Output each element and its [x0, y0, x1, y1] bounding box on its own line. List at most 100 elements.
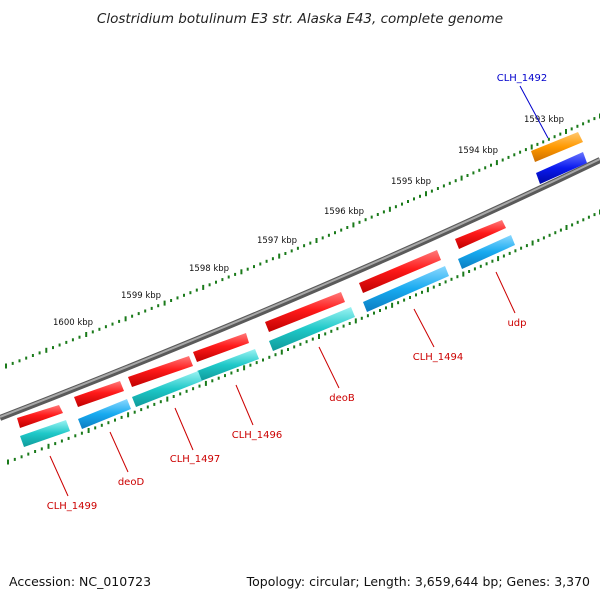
feature-clh1497-red[interactable]	[128, 356, 193, 387]
tick-label-1598: 1598 kbp	[189, 264, 229, 274]
feature-clh1497-cyan[interactable]	[132, 371, 202, 407]
inner-tick-81	[514, 249, 517, 253]
inner-tick-72	[462, 271, 465, 277]
inner-tick-60	[391, 302, 394, 308]
leader-deod	[109, 431, 129, 473]
outer-tick-0	[5, 363, 7, 369]
outer-tick-19	[131, 314, 134, 318]
inner-tick-74	[473, 267, 476, 271]
outer-tick-69	[442, 184, 445, 188]
outer-tick-12	[85, 332, 88, 337]
tick-label-1600: 1600 kbp	[53, 318, 93, 328]
feature-deod-sky[interactable]	[78, 399, 131, 429]
outer-tick-89	[559, 132, 562, 136]
outer-tick-2	[18, 359, 21, 363]
gene-label-clh1496[interactable]: CLH_1496	[232, 430, 283, 441]
outer-tick-31	[208, 283, 211, 287]
outer-tick-52	[340, 228, 343, 232]
gene-label-deod[interactable]: deoD	[118, 477, 145, 488]
gene-features-reverse	[20, 152, 587, 447]
inner-tick-8	[60, 439, 63, 443]
outer-tick-60	[388, 206, 391, 212]
outer-tick-5	[38, 351, 41, 355]
feature-clh1494-red[interactable]	[359, 250, 441, 293]
outer-tick-87	[547, 137, 550, 141]
outer-tick-29	[195, 288, 198, 292]
inner-tick-68	[438, 283, 441, 286]
inner-tick-24	[166, 396, 169, 402]
inner-tick-4	[34, 450, 37, 453]
outer-tick-81	[513, 153, 516, 157]
tick-label-1593: 1593 kbp	[524, 115, 564, 125]
inner-tick-18	[127, 412, 130, 418]
feature-udp-red[interactable]	[455, 220, 506, 249]
inner-tick-15	[107, 421, 110, 425]
outer-tick-59	[382, 210, 385, 214]
outer-tick-82	[519, 150, 522, 154]
outer-tick-17	[118, 319, 121, 323]
outer-tick-92	[576, 124, 579, 128]
outer-tick-83	[524, 148, 527, 152]
tick-label-1594: 1594 kbp	[458, 146, 498, 156]
inner-tick-70	[450, 277, 453, 281]
outer-tick-70	[448, 181, 451, 185]
outer-tick-94	[587, 119, 590, 123]
feature-udp-sky[interactable]	[458, 235, 515, 269]
inner-tick-14	[100, 423, 103, 427]
gene-label-clh1494[interactable]: CLH_1494	[413, 352, 464, 363]
feature-clh1492-blue[interactable]	[536, 152, 587, 184]
inner-tick-7	[54, 442, 57, 446]
feature-clh1496-cyan[interactable]	[197, 349, 259, 381]
inner-tick-89	[559, 228, 562, 232]
feature-deob-cyan[interactable]	[269, 307, 355, 351]
inner-tick-91	[571, 223, 574, 227]
inner-tick-85	[537, 238, 540, 242]
feature-deob-red[interactable]	[265, 292, 345, 332]
inner-tick-33	[224, 374, 226, 378]
outer-tick-15	[104, 325, 107, 329]
inner-tick-10	[74, 434, 77, 438]
outer-tick-51	[334, 231, 336, 235]
outer-tick-25	[170, 299, 173, 302]
feature-clh1499-cyan[interactable]	[20, 420, 70, 447]
outer-tick-23	[157, 304, 160, 308]
label-leader-lines	[49, 85, 549, 497]
inner-tick-26	[179, 392, 182, 396]
inner-tick-6	[47, 443, 50, 449]
inner-tick-92	[576, 220, 579, 224]
feature-deod-red[interactable]	[74, 381, 124, 407]
gene-label-clh1492[interactable]: CLH_1492	[497, 73, 548, 84]
inner-tick-56	[366, 314, 369, 318]
outer-tick-57	[370, 215, 373, 219]
inner-tick-25	[172, 395, 175, 398]
inner-tick-27	[185, 389, 188, 393]
inner-tick-43	[287, 348, 289, 351]
gene-label-clh1499[interactable]: CLH_1499	[47, 501, 98, 512]
inner-tick-90	[565, 225, 568, 230]
outer-tick-34	[227, 275, 230, 279]
feature-clh1492-orange[interactable]	[531, 132, 583, 162]
inner-tick-23	[159, 400, 162, 404]
feature-clh1496-red[interactable]	[193, 333, 249, 362]
gene-label-deob[interactable]: deoB	[329, 393, 355, 404]
inner-tick-82	[520, 246, 523, 250]
outer-tick-27	[183, 293, 185, 297]
inner-tick-13	[94, 426, 97, 430]
leader-clh1499	[49, 455, 69, 497]
inner-tick-0	[7, 459, 9, 465]
gene-label-udp[interactable]: udp	[507, 318, 526, 329]
gene-label-clh1497[interactable]: CLH_1497	[170, 454, 221, 465]
inner-tick-65	[421, 290, 423, 294]
inner-tick-53	[348, 322, 351, 325]
outer-tick-11	[78, 335, 81, 339]
inner-tick-46	[305, 340, 308, 344]
outer-tick-41	[271, 257, 274, 261]
inner-tick-22	[153, 402, 156, 406]
inner-tick-54	[354, 318, 357, 324]
inner-tick-64	[415, 293, 417, 297]
feature-clh1494-sky[interactable]	[363, 266, 449, 312]
outer-tick-9	[65, 340, 68, 344]
feature-clh1499-red[interactable]	[17, 405, 63, 428]
inner-tick-78	[497, 256, 500, 262]
outer-tick-24	[163, 300, 166, 306]
